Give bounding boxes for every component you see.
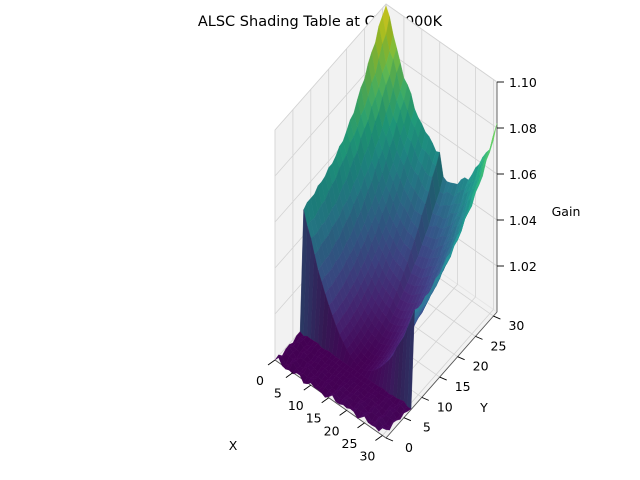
z-tick-label: 1.02 — [509, 259, 537, 274]
tick-mark — [303, 384, 312, 391]
y-tick-label: 15 — [455, 379, 471, 394]
z-gridline-back — [385, 49, 498, 129]
tick-mark — [439, 376, 447, 381]
tick-mark — [321, 397, 329, 404]
tick-mark — [403, 417, 412, 422]
tick-mark — [457, 356, 465, 361]
y-axis-label: Y — [479, 400, 488, 415]
y-tick-label: 5 — [423, 420, 431, 435]
z-tick-label: 1.04 — [509, 213, 537, 228]
tick-mark — [385, 437, 394, 442]
y-axis-line — [385, 311, 498, 439]
z-gridline-back — [385, 3, 498, 83]
x-axis-label: X — [229, 438, 238, 453]
x-tick-label: 15 — [306, 411, 322, 426]
tick-mark — [357, 422, 365, 429]
tick-mark — [375, 435, 383, 441]
x-tick-label: 20 — [324, 423, 340, 438]
y-tick-label: 30 — [508, 318, 524, 333]
z-gridline-left — [274, 3, 387, 131]
tick-mark — [339, 409, 347, 416]
tick-mark — [475, 335, 483, 340]
tick-mark — [421, 396, 429, 401]
y-tick-label: 20 — [473, 359, 489, 374]
x-tick-label: 25 — [342, 436, 358, 451]
y-tick-label: 0 — [405, 440, 413, 455]
z-tick-label: 1.06 — [509, 167, 537, 182]
z-tick-label: 1.10 — [509, 75, 537, 90]
z-axis-label: Gain — [552, 204, 581, 219]
tick-mark — [493, 315, 501, 320]
x-tick-label: 0 — [256, 373, 264, 388]
y-tick-label: 10 — [437, 399, 453, 414]
x-tick-label: 10 — [288, 398, 304, 413]
y-tick-label: 25 — [491, 338, 507, 353]
x-tick-label: 30 — [359, 449, 375, 464]
z-tick-label: 1.08 — [509, 121, 537, 136]
x-tick-label: 5 — [274, 386, 282, 401]
gain-surface — [274, 5, 498, 432]
tick-labels: 0510152025300510152025301.021.041.061.08… — [256, 75, 537, 464]
tick-mark — [285, 372, 294, 378]
surface-cell — [382, 427, 390, 431]
tick-mark — [267, 359, 276, 366]
